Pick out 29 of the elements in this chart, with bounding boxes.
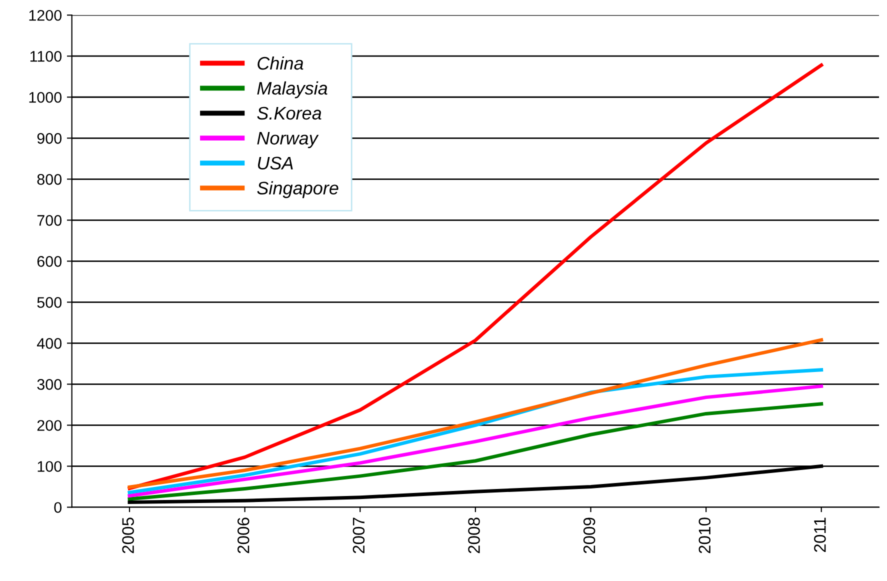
line-series (128, 338, 824, 489)
y-tick-label: 300 (37, 379, 62, 390)
x-tick-label: 2007 (352, 518, 365, 554)
x-tick-label: 2010 (698, 518, 711, 554)
legend-label: China (258, 56, 304, 70)
y-tick-label: 500 (37, 297, 62, 308)
x-tick-label: 2006 (237, 518, 250, 554)
x-tick-label: 2005 (122, 518, 134, 554)
legend-label: S.Korea (257, 106, 322, 120)
y-tick-label: 100 (38, 461, 62, 472)
y-tick-label: 400 (36, 338, 62, 349)
line-series (128, 384, 824, 498)
y-tick-label: 800 (37, 174, 62, 185)
legend-label: Malaysia (257, 81, 328, 98)
x-tick-label: 2008 (468, 518, 480, 554)
y-tick-label: 0 (54, 502, 62, 513)
legend-label: USA (258, 156, 293, 170)
legend-label: Singapore (257, 181, 338, 198)
y-tick-label: 200 (37, 420, 62, 431)
y-tick-label: 1000 (29, 92, 62, 103)
legend-label: Norway (257, 132, 319, 148)
y-tick-label: 600 (37, 256, 62, 267)
line-series (128, 402, 824, 501)
x-tick-label: 2011 (814, 518, 826, 552)
y-tick-label: 1100 (30, 50, 62, 62)
y-tick-label: 1200 (29, 10, 62, 21)
x-tick-label: 2009 (583, 518, 596, 554)
y-tick-label: 900 (37, 133, 62, 144)
y-tick-label: 700 (37, 215, 62, 226)
